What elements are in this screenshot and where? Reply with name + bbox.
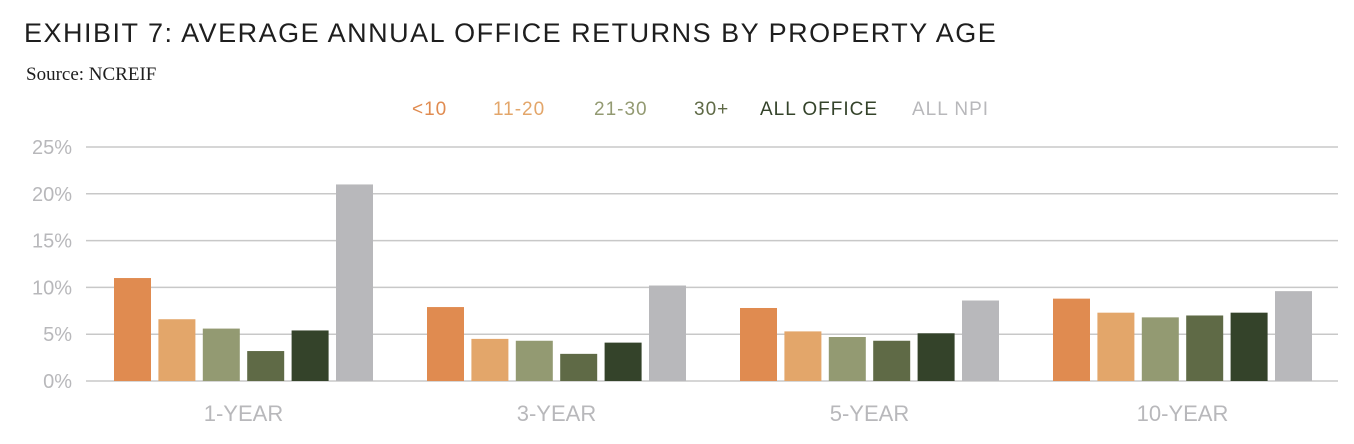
bar-3-year-series-5 <box>604 342 642 381</box>
legend-item: ALL OFFICE <box>760 99 878 120</box>
bar-10-year-series-4 <box>1186 315 1224 381</box>
legend-item: 30+ <box>694 99 729 120</box>
bar-1-year-series-1 <box>114 278 151 381</box>
bar-5-year-series-2 <box>784 331 822 381</box>
bar-10-year-series-6 <box>1275 291 1312 381</box>
chart-source: Source: NCREIF <box>26 64 157 85</box>
y-tick-label: 10% <box>32 277 72 299</box>
legend: <10 11-20 21-30 30+ ALL OFFICE ALL NPI <box>412 99 989 120</box>
x-category-label: 10-YEAR <box>1137 401 1229 426</box>
legend-item: ALL NPI <box>912 99 989 120</box>
legend-item: <10 <box>412 99 447 120</box>
legend-item: 11-20 <box>493 99 545 120</box>
bar-5-year-series-6 <box>962 300 999 381</box>
bar-10-year-series-1 <box>1053 298 1090 381</box>
bar-3-year-series-1 <box>427 307 464 381</box>
x-category-label: 1-YEAR <box>204 401 283 426</box>
bar-5-year-series-1 <box>740 307 777 381</box>
bar-5-year-series-5 <box>917 333 955 381</box>
bar-3-year-series-4 <box>560 353 598 381</box>
y-axis-ticks: 0% 5% 10% 15% 20% 25% <box>32 137 72 393</box>
bar-5-year-series-4 <box>873 340 911 381</box>
chart-title: EXHIBIT 7: AVERAGE ANNUAL OFFICE RETURNS… <box>24 18 998 48</box>
legend-item: 21-30 <box>594 99 648 120</box>
y-tick-label: 15% <box>32 231 72 253</box>
y-tick-label: 20% <box>32 184 72 206</box>
bars <box>114 184 1312 381</box>
bar-1-year-series-4 <box>247 351 285 381</box>
y-tick-label: 0% <box>43 371 72 393</box>
bar-3-year-series-6 <box>649 285 686 381</box>
x-category-label: 3-YEAR <box>517 401 596 426</box>
bar-3-year-series-2 <box>471 338 509 381</box>
bar-10-year-series-3 <box>1141 317 1179 381</box>
bar-10-year-series-2 <box>1097 312 1135 381</box>
x-category-label: 5-YEAR <box>830 401 909 426</box>
bar-1-year-series-2 <box>158 319 196 381</box>
bar-1-year-series-5 <box>291 330 329 381</box>
bar-1-year-series-3 <box>202 328 240 381</box>
bar-3-year-series-3 <box>515 340 553 381</box>
y-tick-label: 5% <box>43 324 72 346</box>
y-tick-label: 25% <box>32 137 72 159</box>
bar-5-year-series-3 <box>828 337 866 381</box>
bar-1-year-series-6 <box>336 184 373 381</box>
bar-10-year-series-5 <box>1230 312 1268 381</box>
x-axis-categories: 1-YEAR 3-YEAR 5-YEAR 10-YEAR <box>204 401 1229 426</box>
